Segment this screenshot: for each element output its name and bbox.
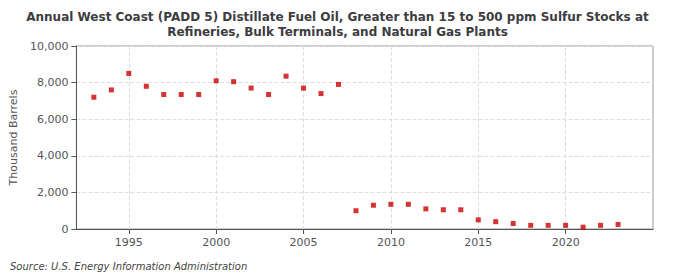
svg-text:4,000: 4,000 (37, 149, 69, 162)
svg-text:6,000: 6,000 (37, 113, 69, 126)
svg-text:2020: 2020 (552, 236, 580, 249)
svg-text:1995: 1995 (115, 236, 143, 249)
svg-text:Annual West Coast (PADD 5) Dis: Annual West Coast (PADD 5) Distillate Fu… (26, 10, 649, 24)
svg-text:2000: 2000 (202, 236, 230, 249)
svg-text:Refineries, Bulk Terminals, an: Refineries, Bulk Terminals, and Natural … (167, 25, 508, 39)
svg-text:2,000: 2,000 (37, 186, 69, 199)
svg-text:10,000: 10,000 (30, 40, 69, 53)
svg-text:Thousand Barrels: Thousand Barrels (7, 89, 20, 186)
svg-text:2015: 2015 (464, 236, 492, 249)
svg-text:Source: U.S. Energy Informatio: Source: U.S. Energy Information Administ… (10, 261, 247, 272)
svg-text:8,000: 8,000 (37, 76, 69, 89)
svg-text:2005: 2005 (290, 236, 318, 249)
svg-text:0: 0 (61, 223, 68, 236)
svg-text:2010: 2010 (377, 236, 405, 249)
